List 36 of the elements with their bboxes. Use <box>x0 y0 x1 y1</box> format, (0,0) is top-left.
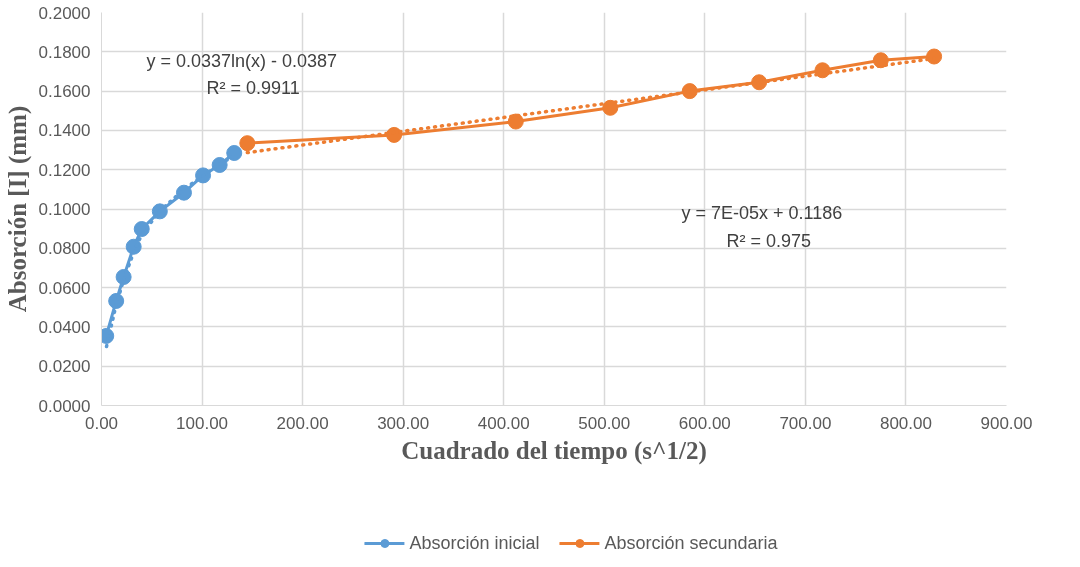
annotation: y = 0.0337ln(x) - 0.0387 <box>146 50 338 71</box>
y-tick-label: 0.1800 <box>38 42 91 62</box>
y-tick-label: 0.1600 <box>38 82 91 102</box>
x-tick-label: 200.00 <box>276 413 329 433</box>
point <box>872 52 889 69</box>
y-tick-label: 0.0200 <box>38 357 91 377</box>
point <box>814 62 831 79</box>
x-tick-label: 100.00 <box>176 413 229 433</box>
annotation: R² = 0.9911 <box>206 77 300 98</box>
x-tick-label: 800.00 <box>879 413 932 433</box>
x-tick-label: 300.00 <box>377 413 430 433</box>
y-tick-label: 0.0400 <box>38 317 91 337</box>
legend-label: Absorción inicial <box>409 532 540 554</box>
point <box>507 113 524 130</box>
y-tick-label: 0.0600 <box>38 278 91 298</box>
y-tick-label: 0.2000 <box>38 3 91 23</box>
legend-label: Absorción secundaria <box>604 532 778 554</box>
y-tick-label: 0.1400 <box>38 121 91 141</box>
x-tick-label: 500.00 <box>578 413 631 433</box>
y-tick-label: 0.0000 <box>38 396 91 416</box>
annotation: y = 7E-05x + 0.1186 <box>681 202 843 223</box>
x-tick-label: 700.00 <box>779 413 832 433</box>
y-axis-title: Absorción [I] (mm) <box>3 105 32 313</box>
annotation: R² = 0.975 <box>726 230 812 251</box>
x-axis-title: Cuadrado del tiempo (s^1/2) <box>401 436 707 465</box>
y-tick-label: 0.1200 <box>38 160 91 180</box>
y-tick-label: 0.0800 <box>38 239 91 259</box>
point <box>239 135 256 152</box>
point <box>926 48 943 65</box>
point <box>226 145 243 161</box>
y-tick-label: 0.1000 <box>38 200 91 219</box>
x-tick-label: 900.00 <box>980 413 1033 433</box>
x-tick-label: 400.00 <box>477 413 530 433</box>
x-tick-label: 600.00 <box>678 413 731 433</box>
x-tick-label: 0.00 <box>84 413 119 433</box>
point <box>602 99 619 116</box>
